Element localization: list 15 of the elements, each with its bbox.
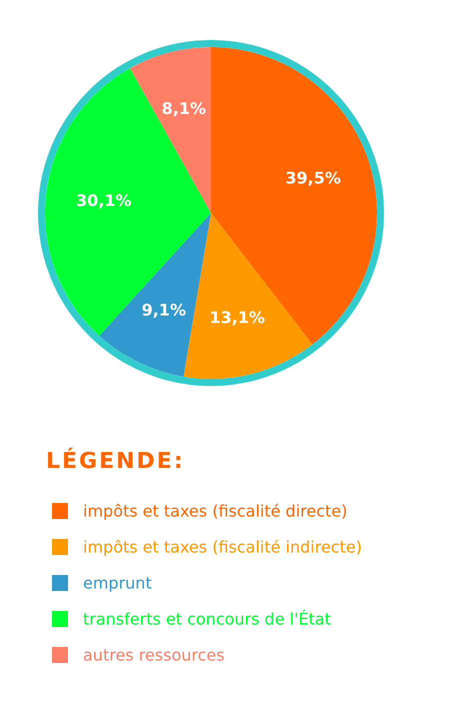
pie-slice: [211, 47, 377, 344]
legend-label: impôts et taxes (fiscalité indirecte): [83, 538, 362, 556]
data-label: 30,1%: [76, 191, 132, 210]
pie-slice: [99, 213, 211, 377]
data-label: 13,1%: [209, 308, 265, 328]
legend-label: impôts et taxes (fiscalité directe): [83, 502, 348, 520]
pie-slice: [130, 47, 211, 213]
legend-title: LÉGENDE:: [46, 447, 185, 474]
legend-label: emprunt: [83, 574, 152, 592]
legend-label: autres ressources: [83, 646, 225, 664]
data-label: 9,1%: [142, 300, 186, 320]
pie-slice: [45, 68, 211, 336]
data-label: 8,1%: [162, 99, 206, 118]
data-label: 39,5%: [285, 168, 341, 188]
legend-label: transferts et concours de l'État: [83, 610, 331, 628]
